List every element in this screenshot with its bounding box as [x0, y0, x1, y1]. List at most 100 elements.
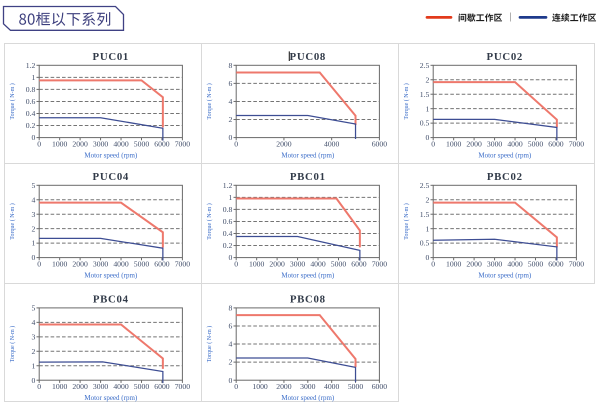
svg-text:4: 4: [229, 340, 233, 349]
svg-text:PUC04: PUC04: [93, 171, 130, 183]
svg-text:3000: 3000: [290, 259, 306, 268]
svg-text:5000: 5000: [331, 259, 347, 268]
svg-text:6000: 6000: [154, 139, 170, 148]
svg-text:0: 0: [37, 382, 41, 391]
svg-text:2: 2: [229, 115, 233, 124]
svg-text:4000: 4000: [507, 139, 523, 148]
svg-text:5000: 5000: [528, 139, 544, 148]
svg-text:5: 5: [32, 304, 36, 313]
svg-text:1.2: 1.2: [26, 61, 36, 70]
svg-text:4000: 4000: [113, 139, 129, 148]
svg-text:1000: 1000: [249, 259, 265, 268]
svg-text:2.5: 2.5: [420, 61, 430, 70]
svg-text:4000: 4000: [324, 139, 340, 148]
svg-text:0.5: 0.5: [420, 239, 430, 248]
svg-text:7000: 7000: [372, 259, 388, 268]
svg-text:6000: 6000: [372, 382, 388, 391]
svg-text:6000: 6000: [372, 139, 388, 148]
svg-text:2000: 2000: [269, 259, 285, 268]
svg-text:0: 0: [234, 139, 238, 148]
svg-text:0.5: 0.5: [420, 119, 430, 128]
svg-text:Motor speed (rpm): Motor speed (rpm): [84, 152, 138, 160]
svg-text:4000: 4000: [507, 259, 523, 268]
svg-text:1: 1: [229, 193, 233, 202]
svg-text:3000: 3000: [93, 139, 109, 148]
svg-text:1.5: 1.5: [420, 90, 430, 99]
svg-text:2000: 2000: [72, 259, 88, 268]
svg-text:2000: 2000: [466, 139, 482, 148]
svg-text:6000: 6000: [154, 382, 170, 391]
svg-text:6000: 6000: [351, 259, 367, 268]
svg-text:PBC04: PBC04: [93, 293, 129, 305]
svg-text:0: 0: [37, 259, 41, 268]
svg-text:2: 2: [229, 358, 233, 367]
svg-text:0: 0: [229, 133, 233, 142]
svg-text:3: 3: [32, 210, 36, 219]
svg-text:0.8: 0.8: [26, 85, 36, 94]
svg-text:1000: 1000: [52, 259, 68, 268]
svg-text:PUC01: PUC01: [93, 51, 130, 63]
svg-text:PBC08: PBC08: [290, 293, 326, 305]
svg-text:0: 0: [234, 382, 238, 391]
svg-text:0: 0: [32, 133, 36, 142]
svg-text:1000: 1000: [52, 382, 68, 391]
svg-text:4000: 4000: [324, 382, 340, 391]
svg-text:5000: 5000: [528, 259, 544, 268]
svg-text:1: 1: [426, 104, 430, 113]
svg-text:6: 6: [229, 79, 233, 88]
svg-text:2000: 2000: [72, 382, 88, 391]
svg-text:0: 0: [426, 133, 430, 142]
svg-text:8: 8: [229, 304, 233, 313]
svg-text:0.8: 0.8: [223, 205, 233, 214]
svg-text:2000: 2000: [466, 259, 482, 268]
svg-text:2: 2: [32, 224, 36, 233]
svg-text:2000: 2000: [276, 382, 292, 391]
svg-text:8: 8: [229, 61, 233, 70]
svg-text:PUC02: PUC02: [487, 51, 524, 63]
svg-text:1000: 1000: [446, 139, 462, 148]
svg-text:Motor speed (rpm): Motor speed (rpm): [281, 272, 335, 280]
svg-text:Motor speed (rpm): Motor speed (rpm): [84, 394, 138, 402]
svg-text:7000: 7000: [175, 259, 191, 268]
svg-text:1000: 1000: [52, 139, 68, 148]
svg-text:3000: 3000: [300, 382, 316, 391]
svg-text:0: 0: [431, 259, 435, 268]
svg-text:0.4: 0.4: [223, 229, 233, 238]
svg-text:2: 2: [426, 75, 430, 84]
svg-text:0: 0: [32, 376, 36, 385]
svg-text:1: 1: [32, 73, 36, 82]
svg-text:0.6: 0.6: [26, 97, 36, 106]
svg-text:Torque ( N-m ): Torque ( N-m ): [206, 83, 213, 119]
svg-text:0.2: 0.2: [223, 241, 233, 250]
svg-text:Torque ( N-m ): Torque ( N-m ): [403, 83, 410, 119]
svg-text:0: 0: [37, 139, 41, 148]
svg-text:6: 6: [229, 322, 233, 331]
svg-text:5000: 5000: [134, 382, 150, 391]
svg-text:0.2: 0.2: [26, 121, 36, 130]
svg-text:1.2: 1.2: [223, 181, 233, 190]
svg-text:5000: 5000: [134, 139, 150, 148]
svg-text:5000: 5000: [348, 382, 364, 391]
svg-text:2.5: 2.5: [420, 181, 430, 190]
svg-text:0.6: 0.6: [223, 217, 233, 226]
svg-text:3000: 3000: [93, 382, 109, 391]
svg-text:Motor speed (rpm): Motor speed (rpm): [84, 272, 138, 280]
svg-text:PUC08: PUC08: [290, 51, 327, 63]
svg-text:4000: 4000: [113, 382, 129, 391]
svg-text:2000: 2000: [276, 139, 292, 148]
svg-text:0: 0: [229, 376, 233, 385]
svg-text:Motor speed (rpm): Motor speed (rpm): [281, 394, 335, 402]
svg-text:1.5: 1.5: [420, 210, 430, 219]
svg-text:7000: 7000: [175, 382, 191, 391]
svg-text:5000: 5000: [134, 259, 150, 268]
svg-text:7000: 7000: [175, 139, 191, 148]
svg-text:1000: 1000: [446, 259, 462, 268]
svg-text:6000: 6000: [548, 259, 564, 268]
svg-text:Torque ( N-m ): Torque ( N-m ): [403, 203, 410, 239]
svg-text:4000: 4000: [113, 259, 129, 268]
svg-text:6000: 6000: [548, 139, 564, 148]
svg-text:6000: 6000: [154, 259, 170, 268]
svg-text:1: 1: [32, 239, 36, 248]
svg-text:5: 5: [32, 181, 36, 190]
svg-text:3000: 3000: [487, 259, 503, 268]
